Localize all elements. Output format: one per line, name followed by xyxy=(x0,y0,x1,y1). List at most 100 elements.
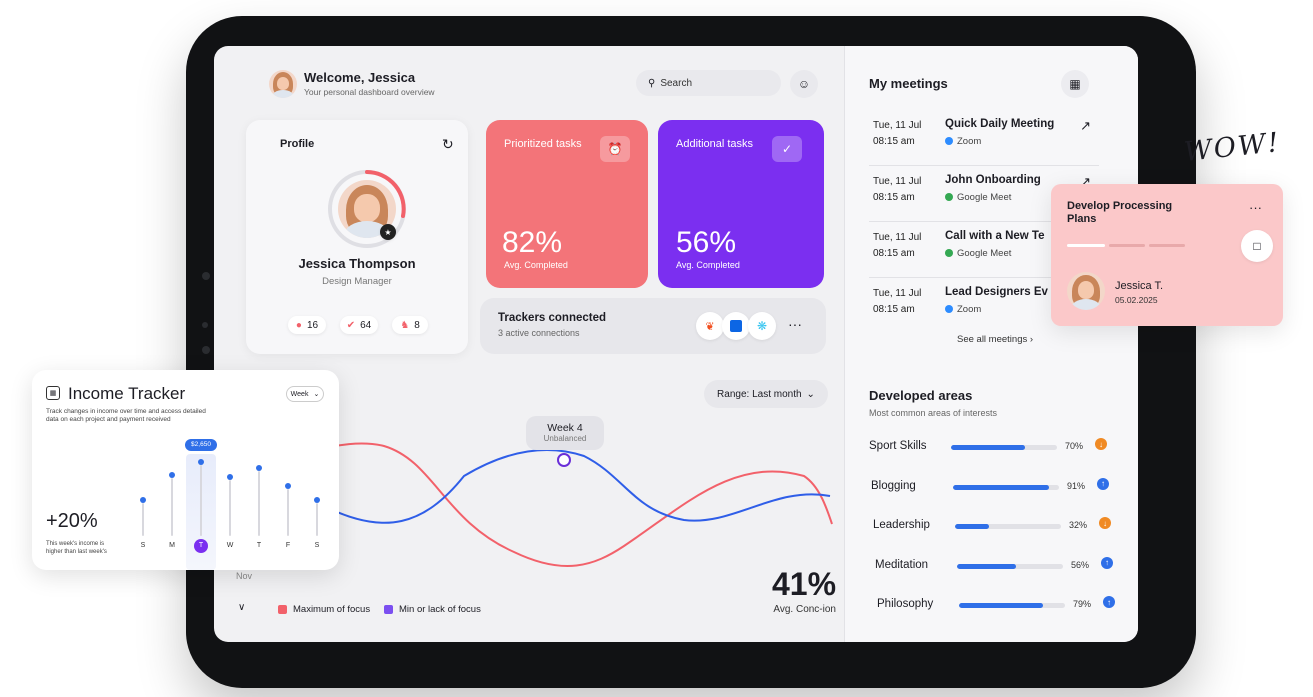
area-progress-fill xyxy=(959,603,1043,608)
area-progress-fill xyxy=(957,563,1017,569)
concentration-value: 41% xyxy=(772,566,837,602)
range-select[interactable]: Range: Last month ⌄ xyxy=(704,380,828,408)
dashboard-screen: Welcome, Jessica Your personal dashboard… xyxy=(214,46,1138,642)
day-label[interactable]: T xyxy=(194,539,208,553)
user-icon: ☺ xyxy=(797,77,811,91)
week-tooltip: Week 4 Unbalanced xyxy=(526,416,604,450)
user-avatar[interactable] xyxy=(269,70,297,98)
income-point[interactable] xyxy=(314,497,320,504)
area-row[interactable]: Blogging 91% ↑ xyxy=(869,476,1138,500)
calendar-icon: ▦ xyxy=(46,386,60,400)
figma-icon[interactable]: ❦ xyxy=(696,312,724,340)
week-status: Unbalanced xyxy=(543,434,587,443)
day-label[interactable]: M xyxy=(169,542,175,549)
arrow-up-right-icon[interactable]: ↗ xyxy=(1080,118,1091,133)
meeting-item[interactable]: Tue, 11 Jul 08:15 am Call with a New Te … xyxy=(869,222,1099,278)
zoom-icon xyxy=(945,137,953,145)
assignee-date: 05.02.2025 xyxy=(1115,295,1158,305)
additional-tasks-title: Additional tasks xyxy=(676,138,754,150)
meeting-item[interactable]: Tue, 11 Jul 08:15 am Quick Daily Meeting… xyxy=(869,110,1099,166)
income-point[interactable] xyxy=(140,497,146,504)
prioritized-tasks-label: Avg. Completed xyxy=(504,260,568,270)
day-label[interactable]: W xyxy=(226,542,234,549)
income-point[interactable] xyxy=(256,465,262,472)
profile-role: Design Manager xyxy=(322,276,392,287)
trend-up-icon: ↑ xyxy=(1101,556,1113,569)
profile-name: Jessica Thompson xyxy=(298,256,416,271)
wow-annotation: WOW! xyxy=(1182,127,1282,168)
trend-up-icon: ↑ xyxy=(1103,596,1115,608)
income-point[interactable] xyxy=(227,474,233,481)
additional-tasks-card[interactable]: Additional tasks ✓ 56% Avg. Completed xyxy=(658,120,824,288)
area-label: Leadership xyxy=(873,519,930,531)
stat-badge-team[interactable]: ● 16 xyxy=(288,316,326,334)
slack-icon[interactable]: ❋ xyxy=(748,312,776,340)
income-point[interactable] xyxy=(198,458,204,465)
legend-swatch-min xyxy=(384,605,393,614)
area-row[interactable]: Leadership 32% ↓ xyxy=(869,515,1138,539)
area-progress-fill xyxy=(953,484,1050,490)
area-value: 56% xyxy=(1071,559,1090,570)
day-label[interactable]: S xyxy=(314,542,320,549)
calendar-icon[interactable]: ▦ xyxy=(1061,70,1089,98)
see-all-meetings-link[interactable]: See all meetings › xyxy=(957,334,1033,345)
search-placeholder: Search xyxy=(660,77,693,89)
area-row[interactable]: Meditation 56% ↑ xyxy=(869,555,1138,579)
assignee-name: Jessica T. xyxy=(1115,280,1164,292)
progress-segment xyxy=(1149,244,1185,247)
area-label: Sport Skills xyxy=(869,440,927,452)
prioritized-tasks-card[interactable]: Prioritized tasks ⏰ 82% Avg. Completed xyxy=(486,120,648,288)
week-marker[interactable] xyxy=(557,453,571,467)
search-input[interactable]: ⚲ Search xyxy=(636,70,781,96)
area-progress-bar xyxy=(957,563,1063,569)
bookmark-icon[interactable]: □ xyxy=(1241,230,1273,262)
area-progress-bar xyxy=(951,445,1057,450)
refresh-icon[interactable]: ↻ xyxy=(442,136,454,152)
meeting-platform: Zoom xyxy=(945,136,981,147)
area-progress-bar xyxy=(953,484,1059,490)
trophy-icon: ♞ xyxy=(400,319,410,331)
meeting-item[interactable]: Tue, 11 Jul 08:15 am John Onboarding Goo… xyxy=(869,166,1099,222)
income-point[interactable] xyxy=(169,471,175,478)
income-tracker-card: ▦ Income Tracker Week ⌄ Track changes in … xyxy=(32,370,339,570)
area-row[interactable]: Philosophy 79% ↑ xyxy=(869,594,1138,618)
meeting-item[interactable]: Tue, 11 Jul 08:15 am Lead Designers Ev Z… xyxy=(869,278,1099,334)
area-row[interactable]: Sport Skills 70% ↓ xyxy=(869,436,1138,460)
google-meet-icon xyxy=(945,249,953,257)
additional-tasks-label: Avg. Completed xyxy=(676,260,740,270)
arrow-up-right-icon[interactable]: ↗ xyxy=(1080,174,1091,189)
week-label: Week 4 xyxy=(547,422,583,434)
trend-up-icon: ↑ xyxy=(1097,477,1109,490)
meeting-platform: Zoom xyxy=(945,304,981,315)
day-label[interactable]: F xyxy=(285,542,291,549)
stat-awards-value: 8 xyxy=(414,319,420,331)
stat-badge-tasks[interactable]: ✔ 64 xyxy=(340,316,378,334)
legend-swatch-max xyxy=(278,605,287,614)
develop-plans-card[interactable]: Develop Processing Plans ··· □ Jessica T… xyxy=(1051,184,1283,326)
trackers-card[interactable]: Trackers connected 3 active connections … xyxy=(480,298,826,354)
progress-segment xyxy=(1067,244,1105,247)
more-icon[interactable]: ··· xyxy=(1249,200,1262,215)
meeting-date: Tue, 11 Jul xyxy=(873,120,922,131)
user-profile-button[interactable]: ☺ xyxy=(790,70,818,98)
period-select[interactable]: Week ⌄ xyxy=(286,386,324,402)
assignee-avatar xyxy=(1067,272,1105,310)
stat-badge-awards[interactable]: ♞ 8 xyxy=(392,316,428,334)
meeting-time: 08:15 am xyxy=(873,136,915,147)
star-icon: ★ xyxy=(380,224,396,240)
meeting-date: Tue, 11 Jul xyxy=(873,288,922,299)
income-bar xyxy=(287,488,289,536)
more-icon[interactable]: ··· xyxy=(788,316,802,332)
trello-icon[interactable] xyxy=(722,312,750,340)
day-label[interactable]: T xyxy=(256,542,262,549)
camera-dot xyxy=(202,272,210,280)
income-bar xyxy=(200,464,202,536)
day-label[interactable]: S xyxy=(140,542,146,549)
stat-team-value: 16 xyxy=(306,319,319,331)
profile-title: Profile xyxy=(280,138,315,150)
income-point[interactable] xyxy=(285,482,291,489)
see-all-label: See all meetings xyxy=(957,334,1028,345)
area-label: Meditation xyxy=(875,558,929,571)
prioritized-tasks-value: 82% xyxy=(502,226,563,259)
chevrons-down-icon[interactable]: ∨ xyxy=(238,602,246,613)
